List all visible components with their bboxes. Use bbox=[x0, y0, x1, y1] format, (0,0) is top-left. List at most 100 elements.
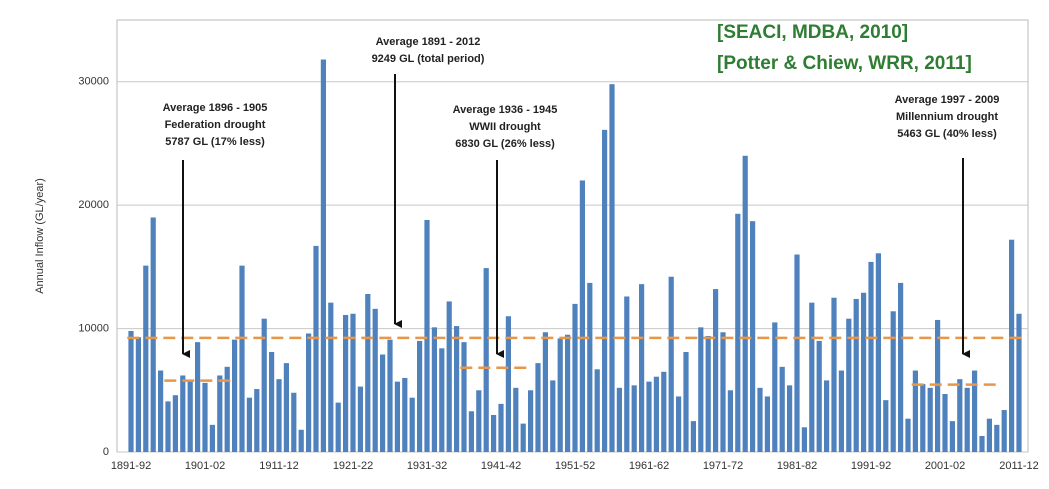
bar bbox=[624, 296, 630, 452]
bar bbox=[713, 289, 719, 452]
annotation: Average 1997 - 2009 bbox=[895, 94, 1000, 106]
bar bbox=[172, 395, 178, 452]
bar bbox=[387, 339, 393, 452]
bar bbox=[217, 375, 223, 452]
bar bbox=[187, 380, 193, 452]
bar bbox=[261, 318, 267, 452]
y-tick-label: 10000 bbox=[78, 322, 109, 334]
bar bbox=[528, 390, 534, 452]
bar bbox=[861, 292, 867, 452]
x-tick-label: 2011-12 bbox=[999, 460, 1039, 472]
bar bbox=[957, 379, 963, 452]
bar bbox=[868, 261, 874, 452]
bar bbox=[735, 213, 741, 452]
bar bbox=[446, 301, 452, 452]
bar bbox=[454, 326, 460, 452]
bar bbox=[720, 332, 726, 452]
bar bbox=[417, 340, 423, 452]
bar bbox=[949, 421, 955, 452]
source-1: [SEACI, MDBA, 2010] bbox=[717, 22, 908, 43]
bar bbox=[254, 389, 260, 452]
bar bbox=[283, 363, 289, 452]
arrows bbox=[182, 74, 970, 358]
annotation: WWII drought bbox=[469, 121, 541, 133]
x-tick-label: 1941-42 bbox=[481, 460, 521, 472]
x-tick-label: 1951-52 bbox=[555, 460, 595, 472]
bar bbox=[890, 311, 896, 452]
bar bbox=[246, 397, 252, 452]
annotation: 5787 GL (17% less) bbox=[165, 136, 265, 148]
bar bbox=[276, 379, 282, 452]
annotation: Average 1896 - 1905 bbox=[163, 102, 268, 114]
bar bbox=[357, 386, 363, 452]
bar bbox=[158, 370, 164, 452]
bar bbox=[143, 265, 149, 452]
bar bbox=[816, 340, 822, 452]
bar bbox=[328, 302, 334, 452]
annotation: Average 1936 - 1945 bbox=[453, 104, 558, 116]
bar bbox=[402, 377, 408, 452]
bar bbox=[809, 302, 815, 452]
bar bbox=[594, 369, 600, 452]
bar bbox=[676, 396, 682, 452]
x-tick-label: 1991-92 bbox=[851, 460, 891, 472]
bar bbox=[380, 354, 386, 452]
bar bbox=[824, 380, 830, 452]
bar bbox=[690, 421, 696, 452]
bar bbox=[550, 380, 556, 452]
bar bbox=[557, 338, 563, 452]
bar bbox=[639, 284, 645, 452]
bar bbox=[343, 314, 349, 452]
bar bbox=[905, 418, 911, 452]
x-tick-label: 1891-92 bbox=[111, 460, 151, 472]
bar bbox=[942, 393, 948, 452]
bar bbox=[698, 327, 704, 452]
bar bbox=[350, 313, 356, 452]
bar bbox=[602, 129, 608, 452]
bar bbox=[520, 423, 526, 452]
bar bbox=[831, 297, 837, 452]
bar bbox=[920, 384, 926, 452]
bar bbox=[498, 403, 504, 452]
bar bbox=[461, 342, 467, 452]
bar bbox=[883, 400, 889, 452]
x-tick-label: 1981-82 bbox=[777, 460, 817, 472]
bar bbox=[128, 331, 134, 452]
bar bbox=[150, 217, 156, 452]
bar bbox=[572, 303, 578, 452]
y-tick-label: 0 bbox=[103, 446, 109, 458]
annotation: 6830 GL (26% less) bbox=[455, 138, 555, 150]
y-axis-label: Annual Inflow (GL/year) bbox=[34, 178, 46, 294]
bar bbox=[1009, 239, 1015, 452]
bar bbox=[779, 366, 785, 452]
bar bbox=[476, 390, 482, 452]
x-tick-label: 1921-22 bbox=[333, 460, 373, 472]
bar bbox=[631, 385, 637, 452]
bar bbox=[424, 219, 430, 452]
bar bbox=[335, 402, 341, 452]
bar bbox=[794, 254, 800, 452]
bar bbox=[135, 337, 141, 452]
annotation: Federation drought bbox=[165, 119, 266, 131]
bar bbox=[195, 342, 201, 452]
bar bbox=[180, 375, 186, 452]
bar bbox=[431, 327, 437, 452]
bar bbox=[1001, 410, 1007, 452]
bar bbox=[875, 253, 881, 452]
bar bbox=[742, 155, 748, 452]
annotation: 9249 GL (total period) bbox=[372, 53, 485, 65]
bar bbox=[772, 322, 778, 452]
bar bbox=[372, 308, 378, 452]
bar bbox=[801, 427, 807, 452]
bar bbox=[609, 84, 615, 452]
bar bbox=[757, 387, 763, 452]
bar bbox=[291, 392, 297, 452]
x-tick-label: 1961-62 bbox=[629, 460, 669, 472]
bar bbox=[579, 180, 585, 452]
bar bbox=[565, 334, 571, 452]
bar bbox=[232, 339, 238, 452]
x-tick-label: 1911-12 bbox=[259, 460, 299, 472]
source-2: [Potter & Chiew, WRR, 2011] bbox=[717, 53, 972, 74]
x-tick-label: 1931-32 bbox=[407, 460, 447, 472]
